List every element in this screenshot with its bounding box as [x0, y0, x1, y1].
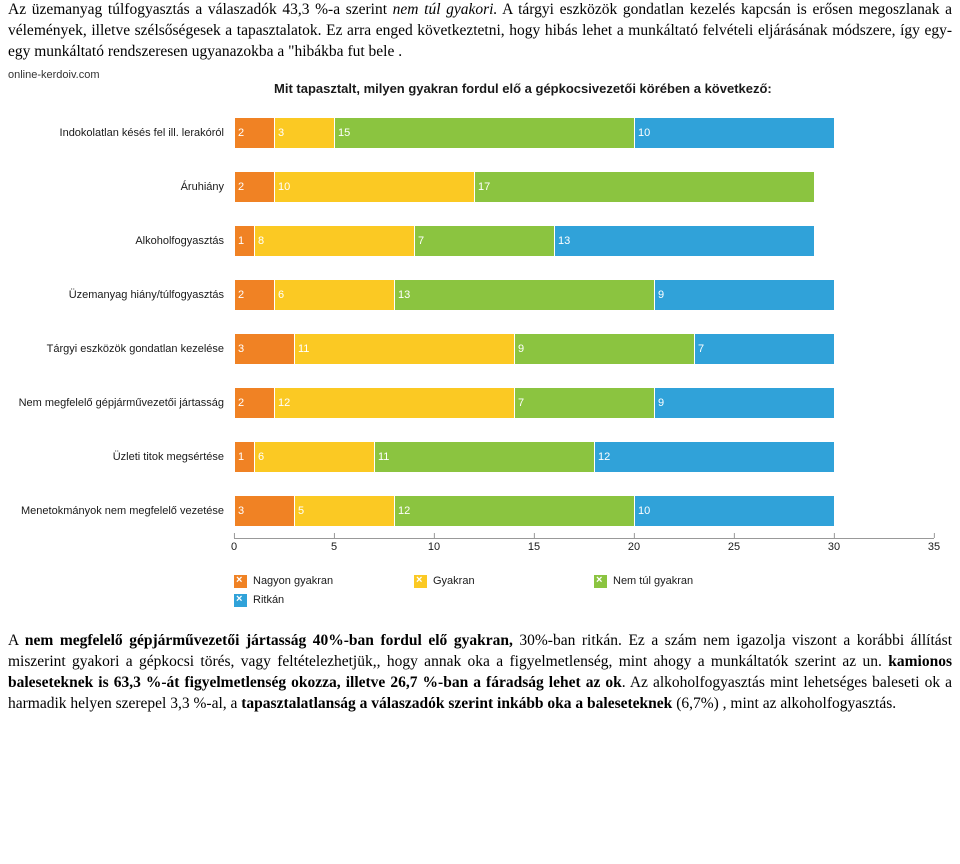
bar-segment: 6: [255, 442, 375, 472]
bar-row: Menetokmányok nem megfelelő vezetése3512…: [4, 484, 944, 538]
p2d: (6,7%) , mint az alkoholfogyasztás.: [672, 695, 896, 712]
bar-segment: 8: [255, 226, 415, 256]
legend-swatch-icon: [594, 575, 607, 588]
legend-item: Nem túl gyakran: [594, 575, 774, 588]
axis-tick: 5: [331, 539, 337, 553]
axis-tick: 30: [828, 539, 840, 553]
chart-legend: Nagyon gyakran Gyakran Nem túl gyakran Ritk…: [234, 575, 944, 613]
legend-label: Nem túl gyakran: [613, 575, 693, 587]
legend-label: Gyakran: [433, 575, 475, 587]
bar-row: Indokolatlan késés fel ill. lerakóról231…: [4, 106, 944, 160]
legend-item: Ritkán: [234, 594, 414, 607]
bar-label: Tárgyi eszközök gondatlan kezelése: [4, 343, 234, 355]
bar-segment: 15: [335, 118, 635, 148]
axis-tick: 10: [428, 539, 440, 553]
legend-label: Nagyon gyakran: [253, 575, 333, 587]
bar-label: Alkoholfogyasztás: [4, 235, 234, 247]
bar-segment: 6: [275, 280, 395, 310]
bar-segment: 1: [235, 442, 255, 472]
bar-segment: 9: [515, 334, 695, 364]
bar-row: Áruhiány21017: [4, 160, 944, 214]
bar-label: Nem megfelelő gépjárművezetői jártasság: [4, 397, 234, 409]
p1a: Az üzemanyag túlfogyasztás a válaszadók …: [8, 1, 393, 18]
legend-label: Ritkán: [253, 594, 284, 606]
bar-segment: 13: [395, 280, 655, 310]
bar-segment: 7: [515, 388, 655, 418]
bar-segment: 10: [275, 172, 475, 202]
bar-segment: 2: [235, 118, 275, 148]
bar-segment: 3: [235, 334, 295, 364]
axis-tick: 20: [628, 539, 640, 553]
legend-item: Nagyon gyakran: [234, 575, 414, 588]
bar-segment: 10: [635, 496, 835, 526]
bar-label: Indokolatlan késés fel ill. lerakóról: [4, 127, 234, 139]
bar-label: Menetokmányok nem megfelelő vezetése: [4, 505, 234, 517]
bar-segment: 12: [595, 442, 835, 472]
chart-container: online-kerdoiv.com Mit tapasztalt, milye…: [4, 69, 944, 613]
bar-segment: 1: [235, 226, 255, 256]
bar-segment: 9: [655, 280, 835, 310]
bar-segment: 5: [295, 496, 395, 526]
bar-row: Üzleti titok megsértése161112: [4, 430, 944, 484]
bar-segment: 3: [275, 118, 335, 148]
bar-segment: 7: [695, 334, 835, 364]
paragraph-1: Az üzemanyag túlfogyasztás a válaszadók …: [8, 0, 952, 63]
legend-swatch-icon: [234, 575, 247, 588]
bar-segment: 13: [555, 226, 815, 256]
bar-row: Üzemanyag hiány/túlfogyasztás26139: [4, 268, 944, 322]
bar-label: Áruhiány: [4, 181, 234, 193]
p2b1: nem megfelelő gépjárművezetői jártasság …: [25, 632, 513, 649]
legend-item: Gyakran: [414, 575, 594, 588]
chart-axis: 05101520253035: [234, 538, 934, 561]
bar-row: Tárgyi eszközök gondatlan kezelése31197: [4, 322, 944, 376]
bar-row: Nem megfelelő gépjárművezetői jártasság2…: [4, 376, 944, 430]
p2a: A: [8, 632, 25, 649]
paragraph-2: A nem megfelelő gépjárművezetői jártassá…: [8, 631, 952, 715]
chart-title: Mit tapasztalt, milyen gyakran fordul el…: [274, 81, 944, 96]
axis-tick: 15: [528, 539, 540, 553]
bar-segment: 11: [375, 442, 595, 472]
p2b3: tapasztalatlanság a válaszadók szerint i…: [241, 695, 672, 712]
bar-label: Üzemanyag hiány/túlfogyasztás: [4, 289, 234, 301]
bar-segment: 10: [635, 118, 835, 148]
bar-row: Alkoholfogyasztás18713: [4, 214, 944, 268]
p1i: nem túl gyakori.: [393, 1, 498, 18]
axis-tick: 25: [728, 539, 740, 553]
bar-segment: 2: [235, 280, 275, 310]
bar-segment: 12: [395, 496, 635, 526]
bar-label: Üzleti titok megsértése: [4, 451, 234, 463]
chart-source: online-kerdoiv.com: [8, 69, 944, 81]
axis-tick: 35: [928, 539, 940, 553]
bar-segment: 11: [295, 334, 515, 364]
axis-tick: 0: [231, 539, 237, 553]
legend-swatch-icon: [234, 594, 247, 607]
bar-segment: 2: [235, 172, 275, 202]
bar-segment: 9: [655, 388, 835, 418]
bar-segment: 17: [475, 172, 815, 202]
bar-segment: 7: [415, 226, 555, 256]
bar-segment: 3: [235, 496, 295, 526]
chart-bars: Indokolatlan késés fel ill. lerakóról231…: [4, 106, 944, 538]
bar-segment: 2: [235, 388, 275, 418]
bar-segment: 12: [275, 388, 515, 418]
legend-swatch-icon: [414, 575, 427, 588]
